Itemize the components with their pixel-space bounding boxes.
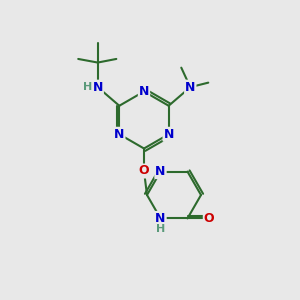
Text: N: N [185,81,196,94]
Text: O: O [204,212,214,225]
Text: H: H [83,82,93,92]
Text: N: N [164,128,174,141]
Text: N: N [155,212,166,225]
Text: N: N [139,85,149,98]
Text: N: N [92,81,103,94]
Text: N: N [155,165,166,178]
Text: N: N [114,128,124,141]
Text: H: H [156,224,165,234]
Text: O: O [139,164,149,178]
